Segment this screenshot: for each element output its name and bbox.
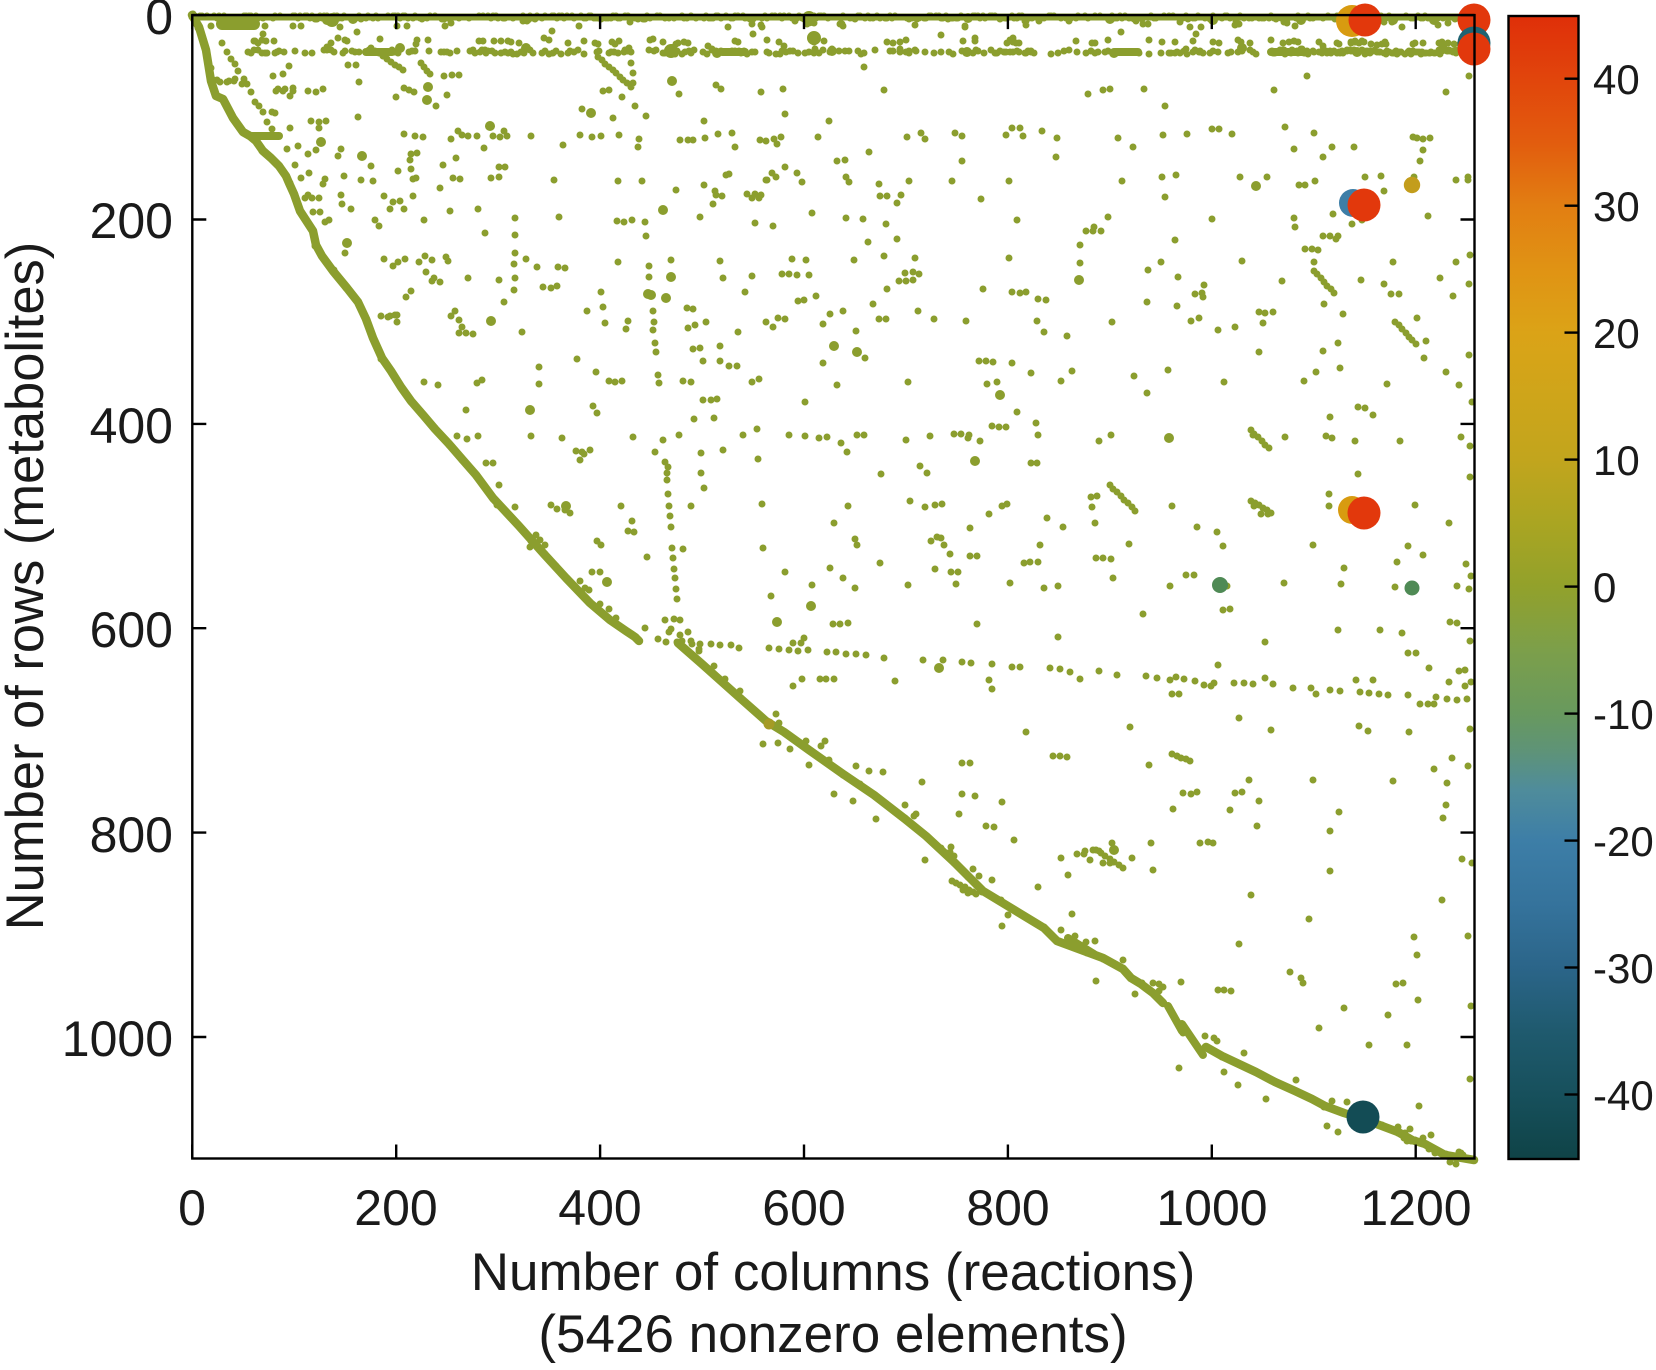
svg-text:-40: -40 — [1593, 1072, 1654, 1119]
svg-text:600: 600 — [90, 602, 173, 658]
svg-text:1200: 1200 — [1360, 1180, 1471, 1236]
svg-text:(5426 nonzero elements): (5426 nonzero elements) — [538, 1305, 1127, 1364]
svg-text:30: 30 — [1593, 183, 1640, 230]
svg-text:1000: 1000 — [1156, 1180, 1267, 1236]
svg-text:800: 800 — [966, 1180, 1049, 1236]
svg-text:-20: -20 — [1593, 818, 1654, 865]
svg-text:0: 0 — [145, 0, 173, 45]
svg-text:400: 400 — [90, 398, 173, 454]
svg-text:200: 200 — [90, 193, 173, 249]
svg-text:1000: 1000 — [62, 1011, 173, 1067]
svg-text:0: 0 — [1593, 564, 1616, 611]
svg-text:800: 800 — [90, 807, 173, 863]
svg-text:-10: -10 — [1593, 691, 1654, 738]
svg-text:20: 20 — [1593, 310, 1640, 357]
svg-text:200: 200 — [354, 1180, 437, 1236]
svg-text:-30: -30 — [1593, 945, 1654, 992]
svg-text:400: 400 — [558, 1180, 641, 1236]
svg-text:Number of columns (reactions): Number of columns (reactions) — [471, 1243, 1196, 1302]
svg-text:40: 40 — [1593, 56, 1640, 103]
svg-text:0: 0 — [178, 1180, 206, 1236]
svg-text:Number of rows (metabolites): Number of rows (metabolites) — [0, 242, 55, 931]
svg-text:600: 600 — [762, 1180, 845, 1236]
svg-text:10: 10 — [1593, 437, 1640, 484]
